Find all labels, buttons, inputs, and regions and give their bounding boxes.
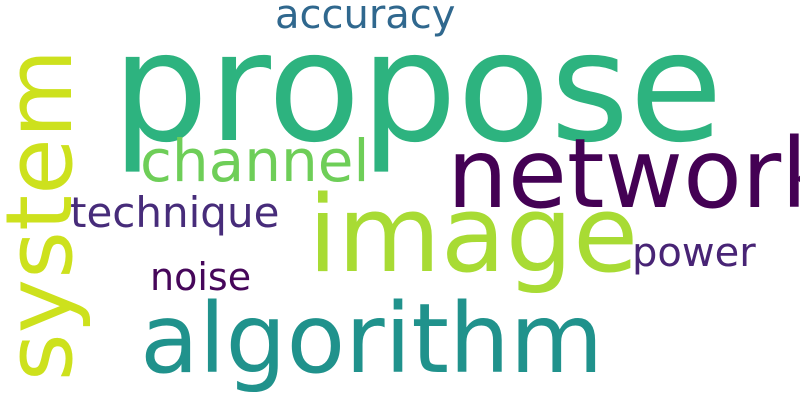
word-image: image [308, 173, 639, 296]
word-power: power [632, 230, 756, 276]
word-accuracy: accuracy [275, 0, 456, 38]
word-noise: noise [150, 255, 252, 299]
word-propose: propose [112, 0, 723, 176]
word-channel: channel [140, 127, 370, 195]
word-technique: technique [70, 188, 280, 237]
word-system: system [0, 48, 93, 382]
word-algorithm: algorithm [140, 283, 604, 395]
word-network: network [447, 118, 800, 230]
